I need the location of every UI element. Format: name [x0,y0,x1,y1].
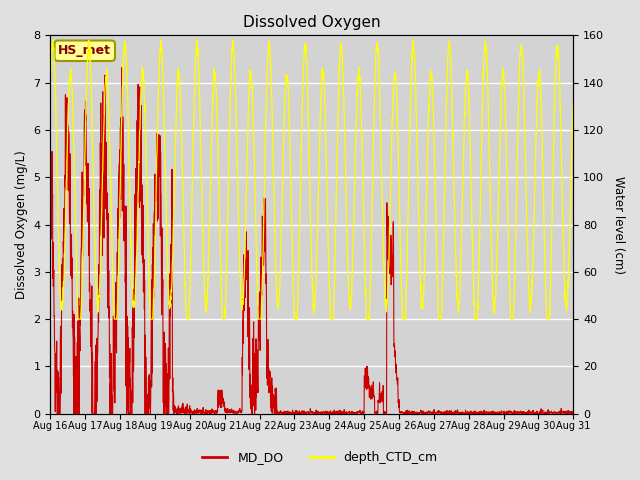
Text: HS_met: HS_met [58,44,111,57]
Y-axis label: Water level (cm): Water level (cm) [612,176,625,274]
Title: Dissolved Oxygen: Dissolved Oxygen [243,15,381,30]
Legend: MD_DO, depth_CTD_cm: MD_DO, depth_CTD_cm [197,446,443,469]
Y-axis label: Dissolved Oxygen (mg/L): Dissolved Oxygen (mg/L) [15,150,28,299]
